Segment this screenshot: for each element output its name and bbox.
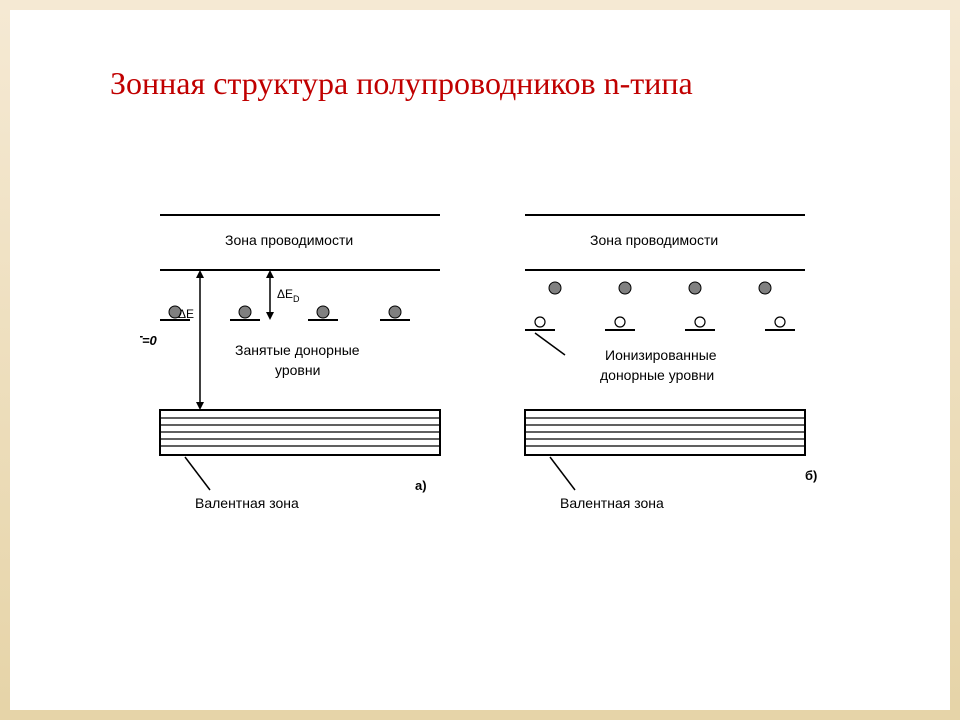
electron-icon: [239, 306, 251, 318]
delta-e-arrow: ΔE: [178, 270, 204, 410]
electron-icon: [317, 306, 329, 318]
conduction-label-a: Зона проводимости: [225, 232, 353, 248]
slide-frame: Зонная структура полупроводников n-типа …: [0, 0, 960, 720]
delta-ed-label: ΔED: [277, 287, 300, 304]
panel-tag-b: б): [805, 468, 817, 483]
valence-pointer-a: [185, 457, 210, 490]
hole-icon: [535, 317, 545, 327]
panel-b-svg: Зона проводимости: [505, 210, 845, 520]
valence-band-a: [160, 410, 440, 455]
promoted-electrons: [549, 282, 771, 294]
panel-a-svg: Зона проводимости: [140, 210, 460, 520]
delta-ed-arrow: ΔED: [266, 270, 300, 320]
donor-caption-b-2: донорные уровни: [600, 367, 714, 383]
hole-icon: [695, 317, 705, 327]
electron-icon: [689, 282, 701, 294]
electron-icon: [619, 282, 631, 294]
panel-tag-a: а): [415, 478, 427, 493]
donor-pointer-b: [535, 333, 565, 355]
hole-icon: [775, 317, 785, 327]
diagram-area: Зона проводимости: [140, 210, 840, 530]
slide-title: Зонная структура полупроводников n-типа: [110, 65, 693, 102]
valence-label-b: Валентная зона: [560, 495, 664, 511]
electron-icon: [759, 282, 771, 294]
hole-icon: [615, 317, 625, 327]
donor-caption-a-2: уровни: [275, 362, 320, 378]
electron-icon: [549, 282, 561, 294]
t0-label: T=0: [140, 333, 158, 348]
electron-icon: [389, 306, 401, 318]
delta-e-label: ΔE: [178, 307, 194, 321]
valence-label-a: Валентная зона: [195, 495, 299, 511]
donor-levels-a: [160, 306, 410, 320]
donor-caption-a-1: Занятые донорные: [235, 342, 360, 358]
donor-caption-b-1: Ионизированные: [605, 347, 717, 363]
panel-a: Зона проводимости: [140, 210, 460, 510]
panel-b: Зона проводимости: [505, 210, 825, 510]
donor-levels-b: [525, 317, 795, 330]
conduction-label-b: Зона проводимости: [590, 232, 718, 248]
valence-band-b: [525, 410, 805, 455]
valence-pointer-b: [550, 457, 575, 490]
